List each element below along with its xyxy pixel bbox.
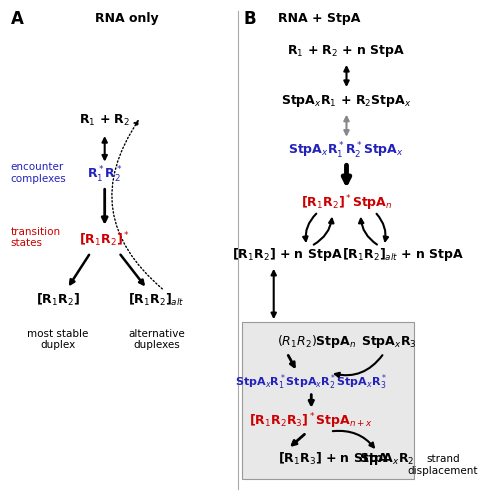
Text: A: A [11,10,24,28]
Text: [R$_1$R$_2$]: [R$_1$R$_2$] [36,292,79,308]
Text: StpA$_x$R$_3$: StpA$_x$R$_3$ [360,334,416,350]
Text: [R$_1$R$_3$] + n StpA: [R$_1$R$_3$] + n StpA [278,450,388,468]
Text: StpA$_x$R$_1^*$R$_2^*$StpA$_x$: StpA$_x$R$_1^*$R$_2^*$StpA$_x$ [288,140,404,160]
Text: [R$_1$R$_2$]$^*$StpA$_n$: [R$_1$R$_2$]$^*$StpA$_n$ [300,193,392,212]
Text: RNA + StpA: RNA + StpA [278,12,360,26]
FancyBboxPatch shape [242,322,413,478]
Text: strand
displacement: strand displacement [407,454,477,475]
Text: R$_1$ + R$_2$ + n StpA: R$_1$ + R$_2$ + n StpA [287,43,405,59]
Text: StpA$_x$R$_1^*$StpA$_x$R$_2^*$StpA$_x$R$_3^*$: StpA$_x$R$_1^*$StpA$_x$R$_2^*$StpA$_x$R$… [235,372,387,392]
Text: B: B [242,10,255,28]
Text: StpA$_x$R$_1$ + R$_2$StpA$_x$: StpA$_x$R$_1$ + R$_2$StpA$_x$ [281,93,411,109]
Text: alternative
duplexes: alternative duplexes [128,328,184,350]
Text: [R$_1$R$_2$]$_{alt}$: [R$_1$R$_2$]$_{alt}$ [128,292,184,308]
Text: [R$_1$R$_2$R$_3$]$^*$StpA$_{n+x}$: [R$_1$R$_2$R$_3$]$^*$StpA$_{n+x}$ [249,412,373,432]
Text: RNA only: RNA only [95,12,159,26]
Text: $(R_1R_2)$StpA$_n$: $(R_1R_2)$StpA$_n$ [277,334,356,350]
Text: [R$_1$R$_2$]$^*$: [R$_1$R$_2$]$^*$ [79,230,130,250]
Text: [R$_1$R$_2$] + n StpA: [R$_1$R$_2$] + n StpA [232,246,343,264]
Text: R$_1^*$R$_2^*$: R$_1^*$R$_2^*$ [87,166,122,186]
Text: transition
states: transition states [11,227,61,248]
Text: StpA$_x$R$_2$: StpA$_x$R$_2$ [358,451,413,467]
Text: R$_1$ + R$_2$: R$_1$ + R$_2$ [79,113,130,128]
Text: [R$_1$R$_2$]$_{alt}$ + n StpA: [R$_1$R$_2$]$_{alt}$ + n StpA [341,246,463,264]
Text: encounter
complexes: encounter complexes [11,162,66,184]
Text: most stable
duplex: most stable duplex [27,328,88,350]
